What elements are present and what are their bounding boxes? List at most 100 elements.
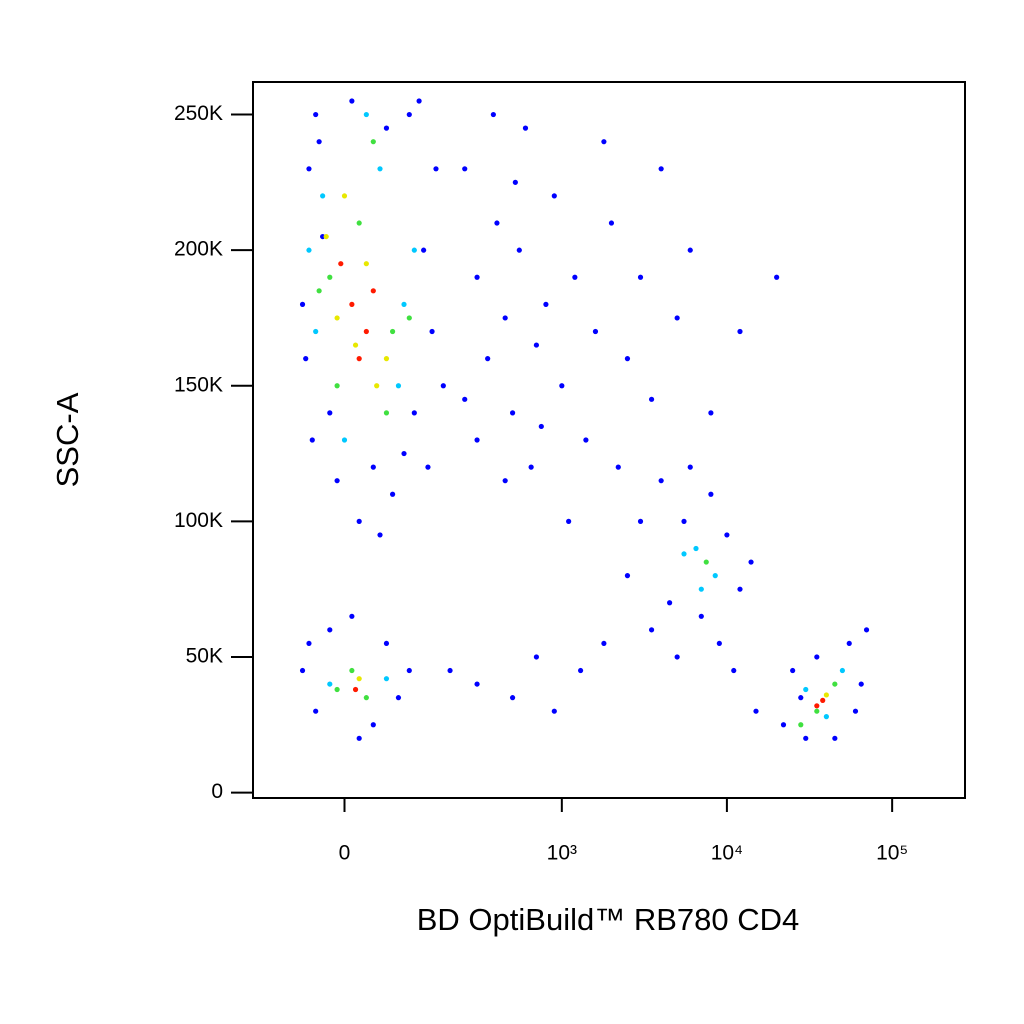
point	[370, 464, 376, 470]
y-tick-label: 150K	[174, 373, 223, 396]
point	[389, 491, 396, 497]
point	[341, 437, 348, 443]
point	[681, 518, 687, 524]
point	[306, 640, 312, 647]
point	[356, 676, 362, 682]
point	[356, 735, 362, 741]
point	[572, 274, 578, 280]
point	[447, 667, 453, 674]
point	[681, 551, 687, 557]
point	[814, 654, 820, 660]
point	[474, 681, 480, 687]
point	[356, 220, 362, 226]
y-tick-label: 200K	[174, 238, 223, 261]
point	[370, 139, 376, 145]
point	[462, 396, 468, 402]
point	[363, 111, 369, 118]
point	[411, 410, 417, 416]
point	[687, 464, 693, 470]
point	[485, 356, 491, 362]
point	[820, 697, 826, 703]
y-axis-title: SSC-A	[50, 392, 85, 487]
point	[474, 274, 480, 280]
point	[349, 98, 355, 104]
point	[839, 667, 846, 674]
point	[363, 695, 369, 701]
point	[674, 315, 680, 321]
point	[323, 233, 329, 240]
point	[753, 708, 759, 714]
point	[832, 681, 838, 687]
point	[737, 586, 743, 592]
point	[592, 328, 599, 335]
point	[370, 722, 376, 728]
point	[502, 478, 508, 484]
point	[798, 722, 804, 728]
point	[703, 559, 709, 565]
point	[421, 247, 427, 253]
point	[509, 695, 516, 701]
point	[433, 166, 439, 172]
point	[401, 301, 407, 307]
point	[370, 288, 376, 294]
point	[349, 301, 355, 307]
point	[731, 667, 737, 674]
y-tick-label: 50K	[186, 645, 223, 668]
point	[356, 356, 362, 362]
point	[708, 410, 714, 416]
point	[313, 328, 319, 335]
point	[559, 383, 565, 389]
point	[624, 573, 631, 579]
point	[377, 166, 383, 172]
point	[383, 356, 390, 362]
y-tick-label: 250K	[174, 102, 223, 125]
point	[533, 342, 540, 348]
point	[712, 573, 718, 579]
point	[687, 247, 693, 253]
point	[858, 681, 864, 687]
point	[327, 627, 333, 633]
point	[401, 450, 407, 457]
point	[698, 613, 704, 619]
point	[363, 261, 369, 267]
point	[389, 328, 396, 335]
point	[748, 559, 754, 565]
point	[490, 111, 496, 118]
point	[637, 274, 644, 280]
point	[494, 220, 500, 226]
point	[334, 686, 340, 693]
point	[502, 315, 508, 321]
point	[814, 703, 820, 709]
point	[349, 613, 355, 619]
point	[658, 478, 664, 484]
point	[299, 667, 306, 674]
point	[823, 714, 829, 720]
point	[341, 193, 348, 199]
point	[601, 640, 607, 647]
point	[516, 247, 522, 253]
point	[395, 383, 402, 389]
point	[309, 437, 315, 443]
point	[313, 708, 319, 714]
point	[583, 437, 589, 443]
point	[528, 464, 534, 470]
point	[543, 301, 549, 307]
y-tick-label: 0	[211, 780, 223, 803]
point	[429, 328, 435, 335]
point	[313, 111, 319, 118]
point	[716, 640, 722, 647]
point	[349, 667, 355, 674]
point	[698, 586, 704, 592]
point	[303, 356, 309, 362]
point	[306, 247, 312, 253]
point	[395, 695, 402, 701]
point	[327, 410, 333, 416]
point	[406, 667, 412, 674]
point	[774, 274, 780, 280]
point	[667, 600, 673, 606]
point	[512, 179, 518, 185]
point	[814, 708, 820, 714]
point	[320, 193, 326, 199]
point	[724, 532, 730, 538]
point	[533, 654, 540, 660]
